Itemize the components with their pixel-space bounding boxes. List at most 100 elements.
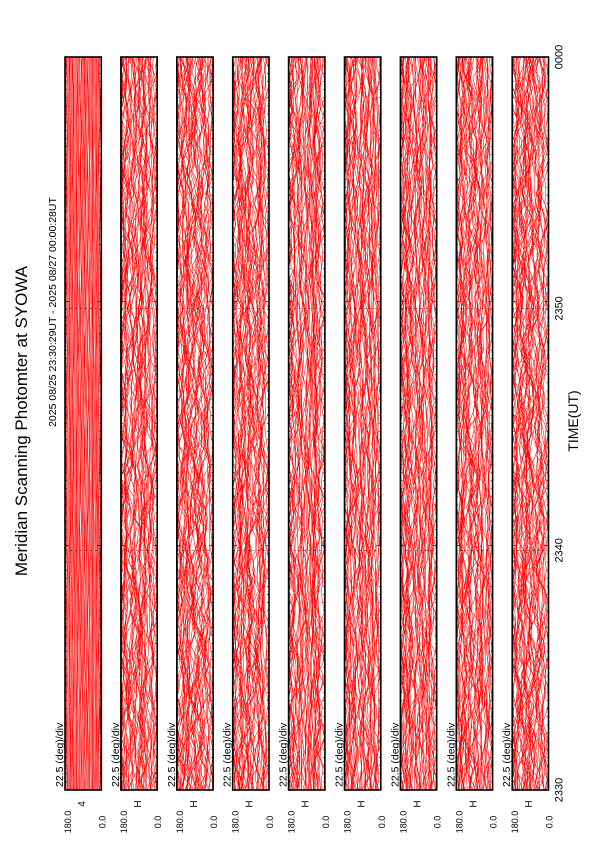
trace-line	[236, 56, 252, 791]
trace-line	[77, 57, 79, 791]
trace-line	[420, 56, 427, 791]
trace-line	[315, 56, 324, 791]
panel-3: 180.0 0.0 H 22.5 (deg)/div	[166, 56, 219, 833]
y-top-label: 180.0	[398, 811, 408, 834]
trace-line	[364, 56, 370, 791]
trace-line	[306, 56, 312, 791]
trace-line	[316, 56, 322, 791]
scale-label: 22.5 (deg)/div	[110, 722, 122, 787]
trace-line	[459, 56, 475, 791]
trace-line	[527, 56, 535, 791]
trace-line	[312, 56, 325, 791]
x-tick-labels: 2330 2340 2350 0000	[554, 45, 566, 802]
scale-label: 22.5 (deg)/div	[278, 722, 290, 787]
channel-label: H	[189, 800, 200, 807]
panel-9: 180.0 0.0 H 22.5 (deg)/div	[501, 56, 555, 833]
trace-line	[253, 56, 269, 791]
trace-line	[523, 56, 544, 791]
scale-label: 22.5 (deg)/div	[389, 722, 401, 787]
trace-line	[414, 56, 421, 791]
trace-line	[461, 56, 475, 791]
trace-line	[300, 56, 311, 791]
trace-line	[183, 56, 200, 791]
panel-traces	[65, 56, 102, 791]
trace-line	[344, 56, 357, 791]
trace-line	[80, 56, 82, 791]
trace-line	[407, 56, 419, 791]
trace-line	[526, 56, 545, 791]
trace-line	[84, 57, 87, 791]
channel-label: H	[524, 800, 535, 807]
panel-7: 180.0 0.0 H 22.5 (deg)/div	[389, 56, 443, 834]
trace-line	[296, 56, 306, 791]
trace-line	[178, 56, 190, 791]
trace-line	[296, 56, 301, 791]
panel-4: 180.0 0.0 H 22.5 (deg)/div	[222, 56, 275, 833]
trace-line	[83, 57, 85, 791]
trace-line	[131, 56, 137, 791]
trace-line	[513, 56, 524, 791]
trace-line	[137, 56, 156, 791]
x-tick-label: 2330	[554, 778, 566, 802]
channel-label: H	[412, 800, 423, 807]
channel-label: 4	[77, 801, 88, 807]
x-tick-label: 2350	[554, 296, 566, 320]
trace-line	[418, 56, 432, 791]
panel-traces	[400, 56, 437, 791]
trace-line	[238, 56, 256, 791]
y-bottom-label: 0.0	[153, 816, 163, 829]
trace-line	[260, 56, 267, 791]
panel-5: 180.0 0.0 H 22.5 (deg)/div	[278, 56, 331, 833]
trace-line	[533, 56, 548, 791]
trace-line	[179, 56, 197, 791]
channel-label: H	[245, 800, 256, 807]
trace-line	[519, 56, 529, 791]
trace-line	[96, 56, 98, 791]
trace-line	[129, 56, 143, 791]
panel-traces	[177, 56, 213, 791]
panel-2: 180.0 0.0 H 22.5 (deg)/div	[110, 56, 163, 833]
trace-line	[79, 57, 81, 791]
trace-line	[239, 56, 248, 791]
panel-1: 180.0 0.0 4 22.5 (deg)/div	[54, 56, 107, 833]
panel-8: 180.0 0.0 H 22.5 (deg)/div	[445, 56, 499, 833]
trace-line	[189, 56, 205, 791]
trace-line	[352, 56, 361, 791]
trace-line	[304, 56, 311, 791]
panel-traces	[288, 56, 325, 791]
trace-line	[360, 56, 371, 791]
trace-line	[467, 56, 472, 791]
trace-line	[351, 56, 362, 791]
y-bottom-label: 0.0	[545, 816, 555, 829]
trace-line	[140, 56, 155, 791]
trace-line	[138, 56, 144, 791]
scale-label: 22.5 (deg)/div	[222, 722, 234, 787]
trace-line	[255, 56, 261, 791]
panel-traces	[512, 56, 549, 791]
trace-line	[92, 57, 95, 791]
trace-line	[479, 56, 488, 791]
scale-label: 22.5 (deg)/div	[501, 722, 513, 787]
trace-line	[517, 56, 533, 791]
trace-line	[291, 56, 297, 791]
trace-line	[254, 56, 269, 791]
trace-line	[76, 56, 78, 791]
trace-line	[375, 56, 380, 791]
trace-line	[255, 56, 265, 791]
panel-traces	[344, 56, 381, 791]
x-tick-label: 2340	[554, 538, 566, 562]
trace-line	[122, 56, 135, 791]
trace-line	[310, 56, 320, 791]
trace-line	[73, 57, 75, 791]
trace-line	[365, 56, 371, 791]
channel-label: H	[356, 800, 367, 807]
trace-line	[519, 56, 537, 791]
trace-line	[360, 56, 367, 790]
trace-line	[89, 56, 92, 791]
trace-line	[194, 56, 208, 791]
scale-label: 22.5 (deg)/div	[166, 722, 178, 787]
trace-line	[82, 56, 84, 790]
trace-line	[414, 56, 424, 791]
trace-line	[427, 56, 436, 791]
trace-line	[94, 56, 96, 791]
